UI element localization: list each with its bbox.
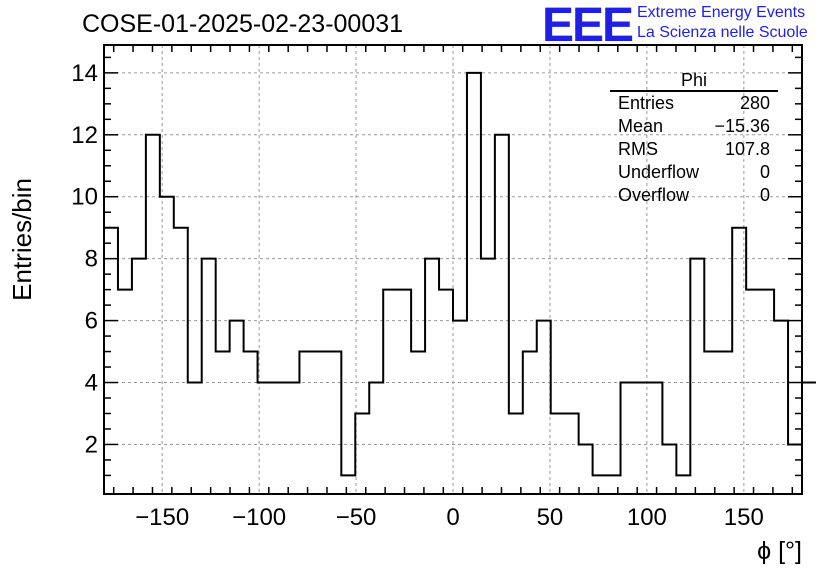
x-tick-label: 50	[537, 504, 564, 531]
stats-value: 0	[759, 185, 770, 205]
y-tick-label: 10	[71, 184, 98, 211]
stats-box-title: Phi	[610, 70, 778, 92]
x-axis-label: ϕ [°]	[757, 537, 802, 565]
axis-ticks	[104, 45, 802, 494]
brand-name: Extreme Energy Events	[637, 4, 806, 21]
histogram-line	[104, 71, 816, 477]
brand-tagline: La Scienza nelle Scuole	[637, 24, 808, 41]
stats-label: RMS	[618, 139, 658, 159]
y-tick-labels: 2 4 6 8 10 12 14	[71, 60, 98, 459]
stats-row-overflow: Overflow 0	[610, 184, 778, 207]
x-tick-label: −100	[232, 504, 286, 531]
stats-value: 0	[759, 162, 770, 182]
stats-value: 280	[739, 93, 770, 113]
stats-label: Overflow	[618, 185, 690, 205]
y-tick-label: 8	[85, 246, 98, 273]
y-axis-label: Entries/bin	[7, 178, 37, 301]
stats-value: 107.8	[724, 139, 770, 159]
y-tick-label: 4	[85, 370, 98, 397]
stats-label: Mean	[618, 116, 664, 136]
eee-logo: EEE	[542, 0, 634, 52]
y-tick-label: 12	[71, 122, 98, 149]
stats-row-entries: Entries 280	[610, 92, 778, 115]
stats-label: Entries	[618, 93, 675, 113]
x-tick-label: 100	[627, 504, 667, 531]
stats-label: Underflow	[618, 162, 700, 182]
stats-box: Phi Entries 280 Mean −15.36 RMS 107.8 Un…	[610, 70, 778, 207]
x-tick-label: −50	[336, 504, 377, 531]
x-tick-label: −150	[135, 504, 189, 531]
plot-frame	[103, 44, 803, 495]
stats-row-rms: RMS 107.8	[610, 138, 778, 161]
x-tick-labels: −150 −100 −50 0 50 100 150	[135, 504, 764, 531]
stats-row-underflow: Underflow 0	[610, 161, 778, 184]
x-tick-label: 150	[724, 504, 764, 531]
y-tick-label: 14	[71, 60, 98, 87]
y-tick-label: 2	[85, 431, 98, 458]
y-tick-label: 6	[85, 308, 98, 335]
chart-title: COSE-01-2025-02-23-00031	[82, 10, 404, 38]
stats-row-mean: Mean −15.36	[610, 115, 778, 138]
x-tick-label: 0	[446, 504, 459, 531]
stats-value: −15.36	[714, 116, 770, 136]
